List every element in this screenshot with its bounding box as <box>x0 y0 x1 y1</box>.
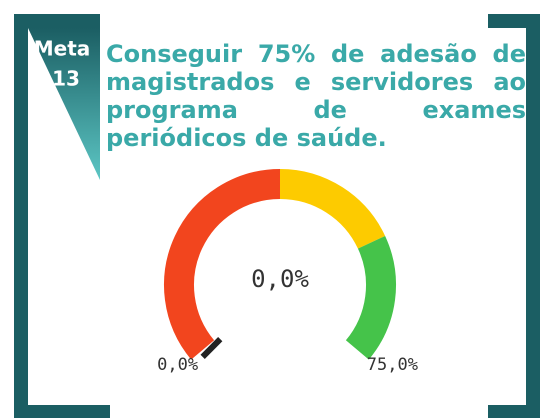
gauge-needle <box>200 337 223 359</box>
heading: Conseguir 75% de adesão de magistrados e… <box>106 40 526 152</box>
frame <box>14 14 100 28</box>
gauge-tick-label: 75,0% <box>367 355 418 375</box>
frame <box>14 14 28 418</box>
gauge-band <box>345 235 396 360</box>
gauge-band <box>279 169 386 250</box>
frame <box>526 14 540 418</box>
gauge-tick-label: 0,0% <box>157 355 198 375</box>
gauge-band <box>164 169 281 360</box>
frame <box>488 405 540 418</box>
badge-label: Meta <box>34 37 91 61</box>
gauge-value: 0,0% <box>251 265 309 293</box>
frame <box>14 405 110 418</box>
badge-shape <box>28 28 100 180</box>
badge-number: 13 <box>52 67 80 91</box>
